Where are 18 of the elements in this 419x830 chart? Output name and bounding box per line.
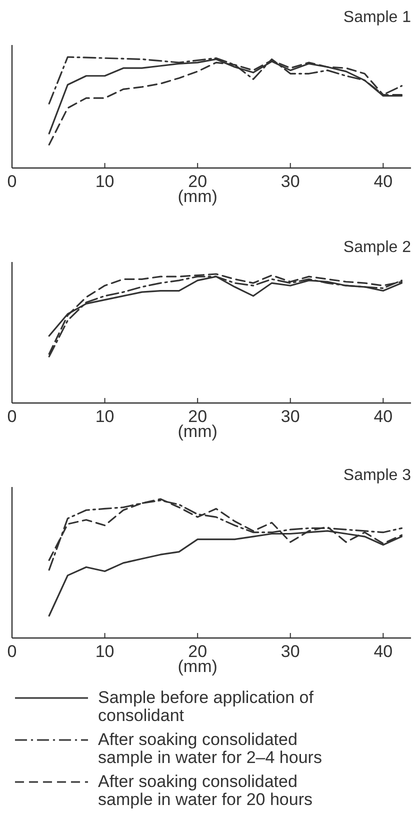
x-tick-label: 40 bbox=[374, 642, 393, 661]
chart-title: Sample 1 bbox=[343, 9, 412, 26]
legend-label: After soaking consolidated sample in water for 20 hours bbox=[98, 772, 312, 809]
x-tick-label: 40 bbox=[374, 407, 393, 426]
x-tick-label: 30 bbox=[280, 172, 300, 191]
x-tick-label: 30 bbox=[280, 407, 300, 426]
legend-label: After soaking consolidated sample in water for 2–4 hours bbox=[98, 730, 322, 767]
x-tick-label: 0 bbox=[7, 172, 17, 191]
x-tick-label: 40 bbox=[374, 172, 393, 191]
x-tick-label: 10 bbox=[95, 172, 114, 191]
x-tick-label: 0 bbox=[7, 642, 17, 661]
chart-title: Sample 3 bbox=[343, 467, 412, 484]
x-tick-label: 0 bbox=[7, 407, 17, 426]
x-tick-label: 30 bbox=[280, 642, 300, 661]
legend-label: Sample before application of consolidant bbox=[98, 688, 314, 725]
x-tick-label: 10 bbox=[95, 407, 114, 426]
x-tick-label: 10 bbox=[95, 642, 114, 661]
chart-title: Sample 2 bbox=[343, 239, 412, 256]
